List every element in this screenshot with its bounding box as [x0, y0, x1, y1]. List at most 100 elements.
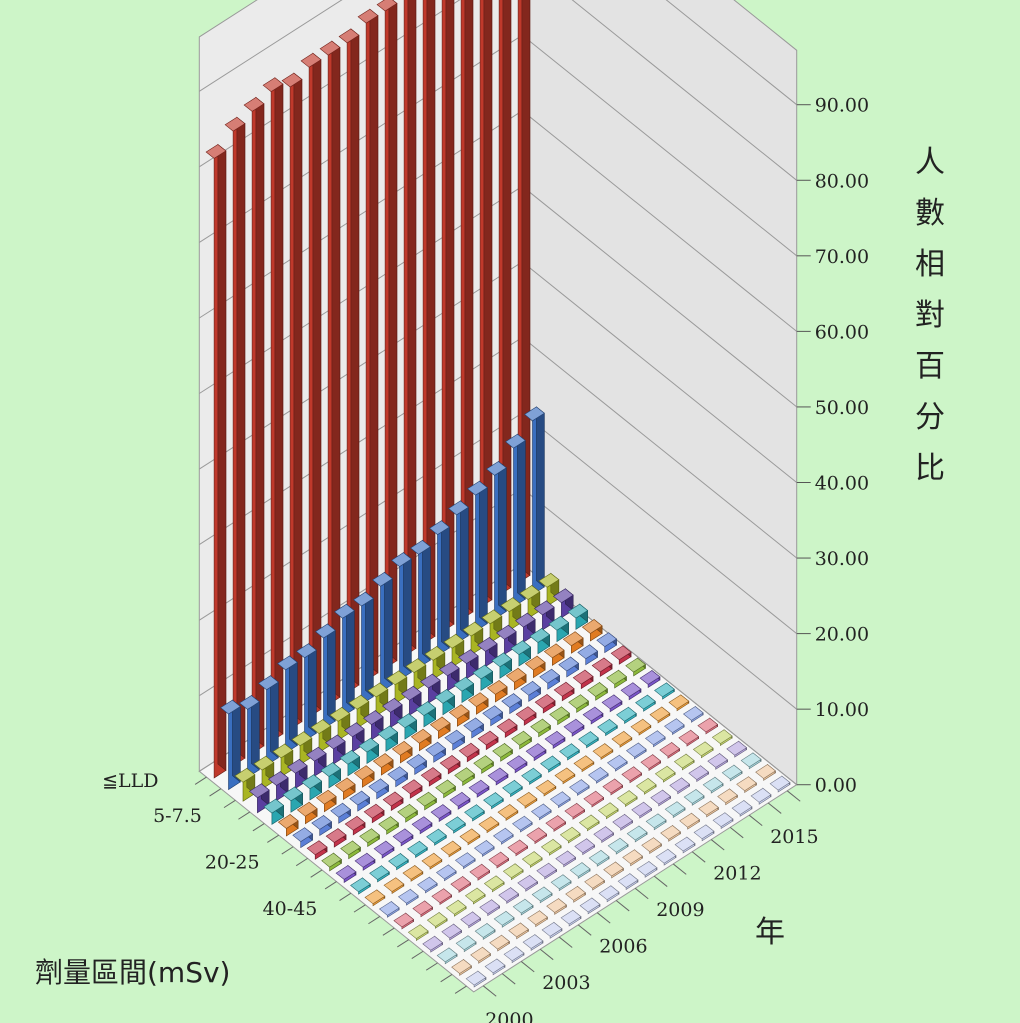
x-axis-title: 劑量區間(mSv) — [35, 956, 230, 989]
bar-top — [263, 798, 285, 814]
bar-top — [353, 765, 375, 781]
bar-top — [655, 848, 677, 864]
dose-tick — [353, 904, 366, 913]
bar-side — [445, 0, 455, 625]
bar-top — [678, 729, 700, 745]
bar-top — [430, 804, 452, 819]
bar-top — [473, 755, 494, 770]
bar-top — [357, 8, 379, 24]
year-tick — [539, 948, 554, 961]
bar-top — [393, 912, 415, 928]
bar-top — [583, 790, 605, 806]
year-tick — [482, 985, 497, 997]
bar-top — [511, 730, 532, 746]
bar-top — [305, 746, 327, 762]
bar-top — [533, 600, 555, 616]
bar-top — [330, 802, 352, 818]
bar-top — [587, 767, 609, 782]
bar-side — [217, 143, 227, 772]
bar-top — [636, 861, 658, 876]
bar-top — [508, 922, 529, 938]
bar-top — [530, 803, 552, 819]
bar-top — [441, 923, 463, 939]
y-axis-title: 年 — [755, 915, 785, 950]
year-tick-label: 2000 — [485, 1009, 533, 1023]
bar-top — [372, 753, 394, 768]
bar-top — [448, 500, 469, 516]
z-axis-title-char: 對 — [915, 298, 945, 333]
bar-top — [350, 877, 371, 893]
bar-top — [369, 865, 390, 880]
bar-top — [635, 778, 657, 793]
bar-top — [492, 827, 514, 843]
bar-side — [460, 500, 469, 637]
bar-top — [573, 755, 595, 771]
bar-top — [458, 742, 480, 758]
bar-top — [402, 865, 424, 880]
bar-top — [679, 812, 700, 828]
bar-top — [405, 658, 427, 673]
bar-top — [338, 28, 360, 44]
bar-top — [325, 828, 347, 843]
bar-top — [506, 755, 528, 771]
year-tick — [558, 936, 573, 948]
bar-top — [545, 815, 567, 830]
bar-top — [243, 97, 265, 112]
bar-top — [422, 935, 444, 951]
bar-top — [262, 77, 284, 92]
bar-top — [492, 743, 513, 758]
bar-top — [663, 718, 685, 733]
bar-top — [383, 877, 405, 892]
bar-top — [603, 861, 624, 877]
bar-top — [457, 649, 479, 664]
bar-top — [292, 827, 314, 842]
bar-top — [688, 765, 710, 780]
dose-tick — [238, 811, 251, 820]
bar-top — [755, 764, 776, 779]
bar-top — [253, 755, 275, 771]
bar-side — [403, 551, 412, 673]
bar-top — [486, 461, 507, 476]
bar-top — [664, 801, 686, 816]
bar-side — [308, 643, 317, 734]
bar-top — [654, 682, 675, 698]
dose-tick-label: 5-7.5 — [153, 805, 202, 827]
bar-top — [392, 828, 414, 844]
bar-top — [335, 865, 357, 880]
bar-top — [319, 40, 341, 56]
bar-top — [277, 814, 299, 829]
bar-top — [329, 707, 351, 722]
bar-side — [270, 675, 279, 759]
bar-top — [564, 803, 586, 818]
z-axis-title-char: 百 — [915, 349, 945, 384]
bar-top — [354, 852, 376, 868]
bar-top — [626, 825, 648, 841]
bar-top — [462, 621, 484, 637]
dose-tick — [425, 962, 438, 971]
bar-side — [312, 52, 322, 711]
bar-side — [232, 699, 241, 783]
bar-top — [524, 406, 545, 422]
bar-top — [465, 970, 487, 986]
bar-side — [407, 0, 417, 650]
bar-top — [548, 615, 570, 631]
bar-top — [248, 783, 270, 799]
bar-top — [438, 661, 460, 677]
bar-top — [431, 888, 453, 904]
bar-top — [373, 840, 395, 856]
gridline — [199, 0, 798, 106]
year-tick — [501, 973, 516, 985]
bar-top — [668, 694, 690, 710]
bar-top — [378, 901, 400, 916]
year-tick-label: 2012 — [713, 863, 761, 885]
bar-top — [587, 682, 608, 697]
bar-top — [416, 791, 437, 807]
year-tick-label: 2015 — [770, 826, 818, 848]
dose-tick — [267, 834, 279, 843]
bar-top — [339, 750, 361, 765]
bar-top — [234, 768, 256, 783]
bar-top — [536, 862, 558, 878]
bar-top — [372, 572, 393, 587]
bar-side — [274, 77, 284, 735]
